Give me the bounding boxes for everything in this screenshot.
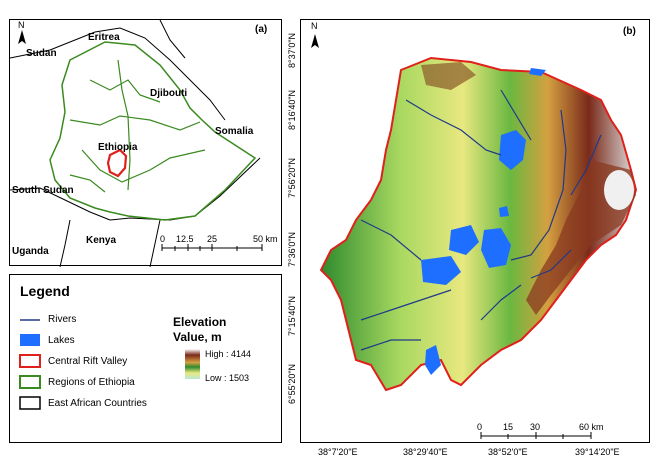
lat-tick: 7°15'40"N (287, 295, 297, 336)
legend-item-regions: Regions of Ethiopia (48, 377, 135, 388)
elevation-title: Elevation (173, 315, 227, 329)
lake (449, 225, 479, 255)
river (500, 89, 532, 141)
country-border (159, 20, 186, 59)
country-label-eritrea: Eritrea (88, 32, 120, 43)
north-label: N (18, 20, 25, 30)
region-boundary (117, 59, 131, 191)
north-arrow-icon (18, 30, 26, 44)
north-label: N (311, 21, 318, 31)
panel-b-label: (b) (623, 26, 636, 37)
lat-tick: 8°37'0"N (287, 32, 297, 68)
scale-tick: 0 (477, 422, 483, 432)
country-border (10, 27, 226, 121)
lat-tick: 8°16'40"N (287, 89, 297, 130)
lon-tick: 38°52'0"E (488, 447, 528, 457)
region-boundary (81, 149, 206, 183)
lake (425, 345, 441, 375)
scale-tick: 0 (160, 234, 166, 244)
region-boundary (69, 174, 106, 193)
scale-tick: 12.5 (176, 234, 194, 244)
country-border (10, 187, 111, 221)
lat-tick: 7°36'0"N (287, 231, 297, 267)
lon-tick: 38°7'20"E (318, 447, 358, 457)
country-label-uganda: Uganda (12, 246, 49, 257)
panel-a-label: (a) (255, 24, 268, 35)
inset-map-panel: (a) N Eritrea Sudan Djibouti Somalia Eth… (9, 19, 282, 267)
lake (499, 206, 509, 217)
legend-item-rivers: Rivers (48, 314, 77, 325)
legend-item-central-rift-valley: Central Rift Valley (48, 356, 128, 367)
lake (529, 68, 546, 76)
countries-symbol (19, 396, 41, 410)
scale-tick: 15 (503, 422, 514, 432)
scale-tick: 50 km (253, 234, 278, 244)
main-map-panel: (b) N 0 15 30 60 km (300, 19, 650, 443)
river (360, 289, 452, 321)
region-boundary (89, 79, 161, 103)
ethiopia-regions (49, 41, 257, 221)
elevation-high: High : 4144 (205, 349, 252, 359)
country-border (59, 219, 71, 267)
river (360, 219, 422, 261)
river (570, 134, 602, 196)
river (480, 284, 522, 321)
lon-tick: 38°29'40"E (403, 447, 448, 457)
country-border (149, 219, 161, 267)
snow-peak-area (604, 170, 634, 210)
north-arrow-icon (311, 34, 319, 48)
legend-symbols (19, 319, 200, 410)
lake (481, 228, 511, 268)
lat-tick: 6°55'20"N (287, 363, 297, 404)
lake (421, 256, 461, 285)
lake (499, 130, 526, 170)
river (510, 109, 567, 261)
country-label-ethiopia: Ethiopia (98, 142, 138, 153)
elevation-ramp (185, 349, 200, 379)
river (405, 99, 502, 156)
country-label-somalia: Somalia (215, 126, 254, 137)
country-label-djibouti: Djibouti (150, 88, 188, 99)
legend-panel: Legend Rivers Lakes Central Rift Valley … (9, 274, 282, 443)
river (360, 339, 421, 351)
country-label-sudan: Sudan (26, 48, 57, 59)
country-border (109, 157, 261, 221)
legend-item-lakes: Lakes (48, 335, 75, 346)
inset-map-canvas (10, 20, 263, 267)
lon-tick: 39°14'20"E (575, 447, 620, 457)
lakes-symbol (20, 334, 40, 346)
scale-tick: 25 (207, 234, 218, 244)
lat-tick: 7°56'20"N (287, 157, 297, 198)
elevation-low: Low : 1503 (205, 373, 250, 383)
central-rift-valley-symbol (19, 354, 41, 368)
central-rift-valley-outline (106, 148, 128, 178)
legend-item-countries: East African Countries (48, 398, 147, 409)
main-map-canvas (311, 34, 638, 439)
region-boundary (69, 115, 201, 131)
country-label-south-sudan: South Sudan (12, 185, 74, 196)
legend-title: Legend (20, 283, 70, 299)
scale-tick: 30 (530, 422, 541, 432)
northern-highland (421, 62, 476, 90)
country-label-kenya: Kenya (86, 235, 117, 246)
elevation-subtitle: Value, m (173, 330, 222, 344)
river (530, 249, 572, 279)
scale-tick: 60 km (579, 422, 604, 432)
regions-symbol (19, 375, 41, 389)
